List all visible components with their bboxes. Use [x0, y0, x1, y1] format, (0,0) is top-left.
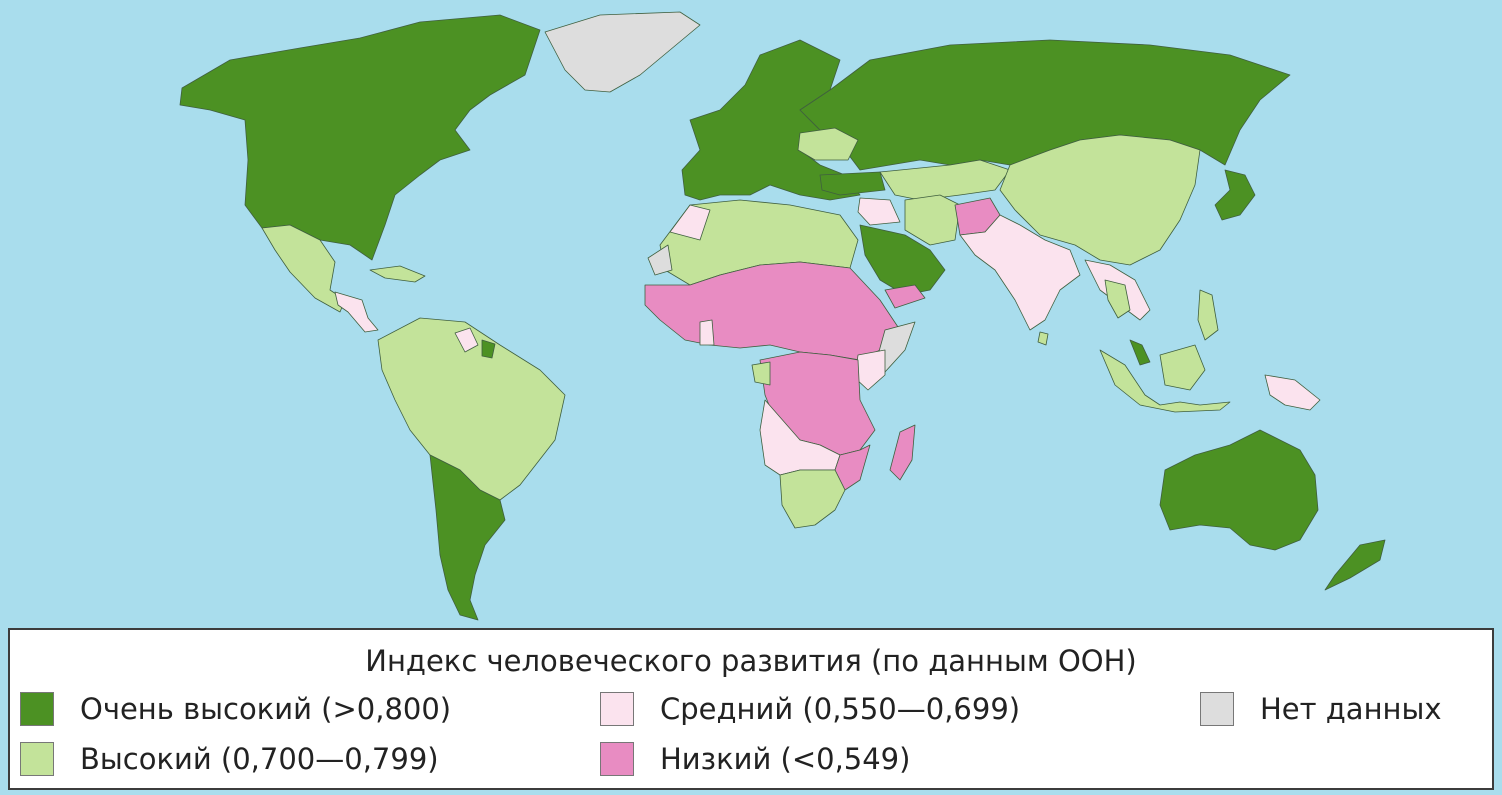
legend-label-high: Высокий (0,700—0,799) — [80, 742, 439, 776]
region-australia — [1159, 429, 1319, 551]
legend-label-low: Низкий (<0,549) — [660, 742, 911, 776]
region-south-asia — [959, 214, 1081, 331]
region-japan — [1214, 169, 1256, 221]
legend-title: Индекс человеческого развития (по данным… — [365, 644, 1137, 678]
region-indonesia — [1099, 349, 1231, 413]
legend-item-low: Низкий (<0,549) — [600, 740, 910, 778]
legend-swatch-medium — [600, 692, 634, 726]
region-sri-lanka — [1037, 331, 1049, 346]
region-guyana — [454, 327, 479, 353]
legend-item-no-data: Нет данных — [1200, 690, 1442, 728]
region-caribbean — [369, 265, 426, 283]
region-central-america — [334, 291, 379, 333]
legend-item-high: Высокий (0,700—0,799) — [20, 740, 439, 778]
region-morocco — [669, 204, 711, 241]
region-arabia — [859, 224, 946, 296]
legend-item-very-high: Очень высокий (>0,800) — [20, 690, 451, 728]
region-ghana — [699, 319, 715, 346]
region-gabon — [751, 361, 771, 386]
legend-swatch-high — [20, 742, 54, 776]
world-map — [179, 11, 1386, 621]
region-greenland — [544, 11, 701, 93]
legend-label-no-data: Нет данных — [1260, 692, 1442, 726]
region-south-africa — [779, 469, 846, 529]
region-new-zealand — [1324, 539, 1386, 591]
region-french-guiana — [481, 339, 496, 359]
legend-label-medium: Средний (0,550—0,699) — [660, 692, 1021, 726]
region-turkey — [819, 171, 886, 196]
region-southern-cone — [429, 454, 506, 621]
region-papua — [1264, 374, 1321, 411]
legend-swatch-low — [600, 742, 634, 776]
region-levant — [857, 197, 901, 226]
legend: Индекс человеческого развития (по данным… — [8, 628, 1494, 790]
region-thailand — [1104, 279, 1131, 319]
legend-swatch-no-data — [1200, 692, 1234, 726]
region-philippines — [1197, 289, 1219, 341]
region-borneo — [1159, 344, 1206, 391]
region-malaysia — [1129, 339, 1151, 366]
region-china — [999, 134, 1201, 266]
region-russia — [799, 39, 1291, 171]
legend-label-very-high: Очень высокий (>0,800) — [80, 692, 452, 726]
region-madagascar — [889, 424, 916, 481]
region-iran — [904, 194, 961, 246]
region-north-america — [179, 14, 541, 261]
region-western-sahara — [647, 244, 673, 276]
region-yemen — [884, 284, 926, 309]
world-map-svg — [179, 11, 1386, 621]
region-ukraine — [797, 127, 859, 161]
region-south-america-north — [377, 317, 566, 501]
legend-swatch-very-high — [20, 692, 54, 726]
legend-item-medium: Средний (0,550—0,699) — [600, 690, 1020, 728]
region-central-asia — [879, 159, 1011, 201]
